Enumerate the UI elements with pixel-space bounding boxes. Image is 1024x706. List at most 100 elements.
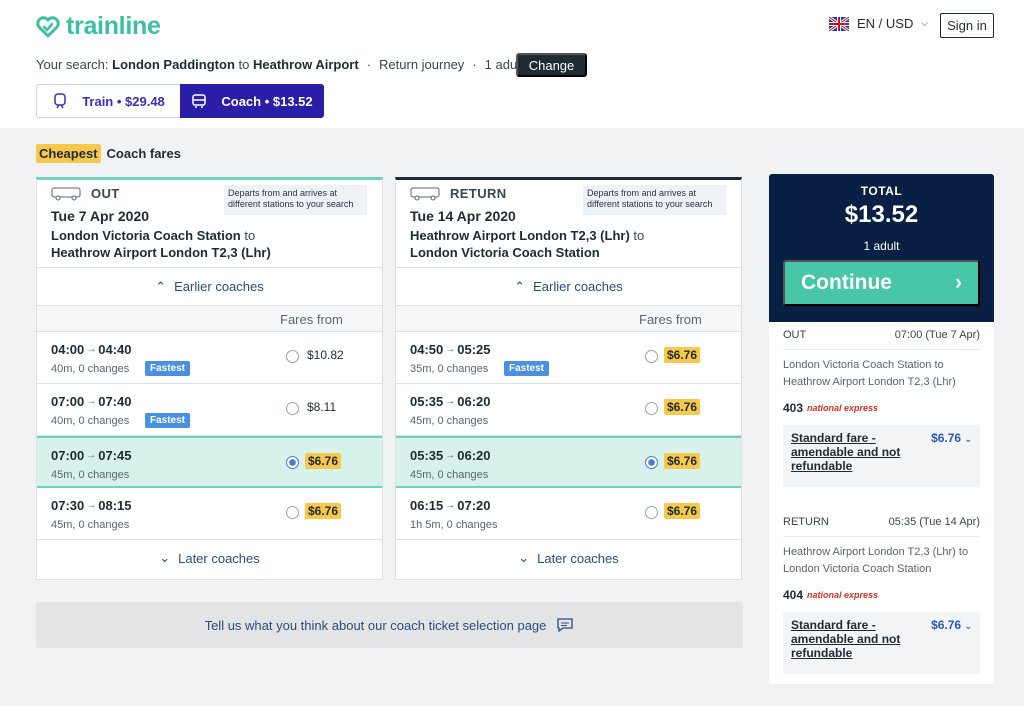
chevron-down-icon: ⌄	[159, 550, 171, 565]
transport-mode-tabs: Train • $29.48 Coach • $13.52	[36, 84, 324, 118]
return-route: Heathrow Airport London T2,3 (Lhr) to Lo…	[410, 227, 644, 261]
fare-radio[interactable]	[645, 402, 658, 415]
fare-price: $6.76 ⌄	[931, 431, 972, 445]
fare-name[interactable]: Standard fare - amendable and not refund…	[791, 431, 901, 473]
fare-radio-selected[interactable]	[286, 456, 299, 469]
national-express-logo: national express	[807, 590, 879, 600]
journey-duration: 45m, 0 changes	[51, 519, 130, 531]
fares-header: Fares from	[396, 306, 741, 332]
journey-row-selected[interactable]: 07:00 → 07:45 45m, 0 changes $6.76	[37, 436, 382, 488]
feedback-label: Tell us what you think about our coach t…	[204, 617, 547, 633]
route-from: Heathrow Airport London T2,3 (Lhr)	[410, 228, 630, 243]
continue-label: Continue	[801, 271, 892, 294]
coach-outline-icon	[410, 187, 440, 200]
change-search-button[interactable]: Change	[516, 53, 587, 77]
journey-row[interactable]: 04:00 → 04:40 40m, 0 changes Fastest $10.8…	[37, 332, 382, 384]
fare-radio[interactable]	[286, 506, 299, 519]
arrow-right-icon: →	[86, 396, 97, 407]
tab-train[interactable]: Train • $29.48	[36, 84, 180, 118]
journey-times: 05:35 → 06:20	[410, 448, 491, 463]
journey-times: 07:00 → 07:40	[51, 394, 132, 409]
station-note: Departs from and arrives at different st…	[224, 185, 367, 215]
journey-row[interactable]: 07:00 → 07:40 40m, 0 changes Fastest $8.11	[37, 384, 382, 436]
journey-type: Return journey	[379, 57, 465, 72]
leg-service: 403 national express	[783, 401, 980, 415]
search-prefix: Your search:	[36, 57, 109, 72]
fares-from-label: Fares from	[280, 312, 343, 327]
return-header: RETURN Departs from and arrives at diffe…	[396, 180, 741, 268]
outbound-direction: OUT	[51, 186, 120, 201]
arrow-right-icon: →	[445, 396, 456, 407]
journey-row[interactable]: 07:30 → 08:15 45m, 0 changes $6.76	[37, 488, 382, 540]
leg-time: 07:00 (Tue 7 Apr)	[894, 329, 980, 341]
passenger-count: 1 adult	[484, 57, 524, 72]
outbound-route: London Victoria Coach Station to Heathro…	[51, 227, 271, 261]
later-coaches-button[interactable]: ⌄ Later coaches	[37, 540, 382, 576]
arrow-right-icon: →	[445, 450, 456, 461]
search-summary: Your search: London Paddington to Heathr…	[36, 57, 524, 72]
cheapest-fare-price: $6.76	[305, 453, 342, 469]
feedback-link[interactable]: Tell us what you think about our coach t…	[36, 602, 743, 648]
journey-row[interactable]: 06:15 → 07:20 1h 5m, 0 changes $6.76	[396, 488, 741, 540]
service-number: 403	[783, 401, 804, 415]
outbound-date: Tue 7 Apr 2020	[51, 208, 150, 224]
fare-selector[interactable]: Standard fare - amendable and not refund…	[783, 612, 980, 674]
brand-name: trainline	[66, 12, 161, 40]
fare-name[interactable]: Standard fare - amendable and not refund…	[791, 618, 901, 660]
journey-duration: 40m, 0 changes	[51, 363, 130, 375]
cheapest-fare-price: $6.76	[664, 399, 701, 415]
fare-radio[interactable]	[286, 350, 299, 363]
fare-radio[interactable]	[286, 402, 299, 415]
departure-time: 07:00	[51, 394, 85, 409]
sign-in-button[interactable]: Sign in	[940, 13, 994, 38]
fare-radio[interactable]	[645, 350, 658, 363]
heart-logo-icon	[36, 15, 60, 37]
continue-button[interactable]: Continue ›	[783, 260, 980, 306]
cheapest-fare-price: $6.76	[305, 503, 342, 519]
departure-time: 05:35	[410, 394, 444, 409]
total-amount: $13.52	[844, 201, 919, 228]
arrival-time: 06:20	[457, 394, 491, 409]
trainline-logo[interactable]: trainline	[36, 12, 161, 41]
chevron-down-icon: ⌄	[518, 550, 530, 565]
leg-route: London Victoria Coach Station to Heathro…	[783, 359, 956, 388]
return-direction: RETURN	[410, 186, 507, 201]
route-to-word: to	[244, 228, 256, 243]
later-coaches-button[interactable]: ⌄ Later coaches	[396, 540, 741, 576]
chat-bubble-icon	[557, 618, 574, 633]
national-express-logo: national express	[807, 403, 879, 413]
arrival-time: 04:40	[98, 342, 132, 357]
journey-row[interactable]: 05:35 → 06:20 45m, 0 changes $6.76	[396, 384, 741, 436]
journey-times: 04:50 → 05:25	[410, 342, 491, 357]
route-to: London Victoria Coach Station	[410, 245, 600, 260]
arrival-time: 05:25	[457, 342, 491, 357]
cheapest-heading: Cheapest Coach fares	[36, 144, 181, 163]
search-origin: London Paddington	[112, 57, 235, 72]
arrival-time: 07:40	[98, 394, 132, 409]
route-to: Heathrow Airport London T2,3 (Lhr)	[51, 245, 271, 260]
departure-time: 07:30	[51, 498, 85, 513]
leg-direction: RETURN	[783, 516, 829, 528]
earlier-coaches-button[interactable]: ⌃ Earlier coaches	[37, 268, 382, 306]
tab-coach[interactable]: Coach • $13.52	[180, 84, 324, 118]
fare-radio-selected[interactable]	[645, 456, 658, 469]
journey-row[interactable]: 04:50 → 05:25 35m, 0 changes Fastest $6.76	[396, 332, 741, 384]
tab-coach-label: Coach • $13.52	[221, 93, 313, 109]
journey-times: 05:35 → 06:20	[410, 394, 491, 409]
total-passengers: 1 adult	[863, 239, 900, 253]
total-box: TOTAL $13.52 1 adult Continue ›	[769, 174, 994, 322]
later-coaches-label: Later coaches	[537, 550, 619, 566]
journey-row-selected[interactable]: 05:35 → 06:20 45m, 0 changes $6.76	[396, 436, 741, 488]
cheapest-fare-price: $6.76	[664, 347, 701, 363]
language-label: EN / USD	[857, 16, 914, 31]
journey-duration: 45m, 0 changes	[410, 415, 489, 427]
cheapest-fare-price: $6.76	[664, 503, 701, 519]
train-icon	[54, 93, 66, 109]
leg-time: 05:35 (Tue 14 Apr)	[888, 516, 980, 528]
earlier-coaches-button[interactable]: ⌃ Earlier coaches	[396, 268, 741, 306]
cheapest-tag: Cheapest	[36, 144, 101, 163]
fare-selector[interactable]: Standard fare - amendable and not refund…	[783, 425, 980, 487]
language-currency-selector[interactable]: EN / USD ⌵	[829, 16, 928, 31]
fare-radio[interactable]	[645, 506, 658, 519]
leg-header: OUT 07:00 (Tue 7 Apr)	[783, 322, 980, 350]
